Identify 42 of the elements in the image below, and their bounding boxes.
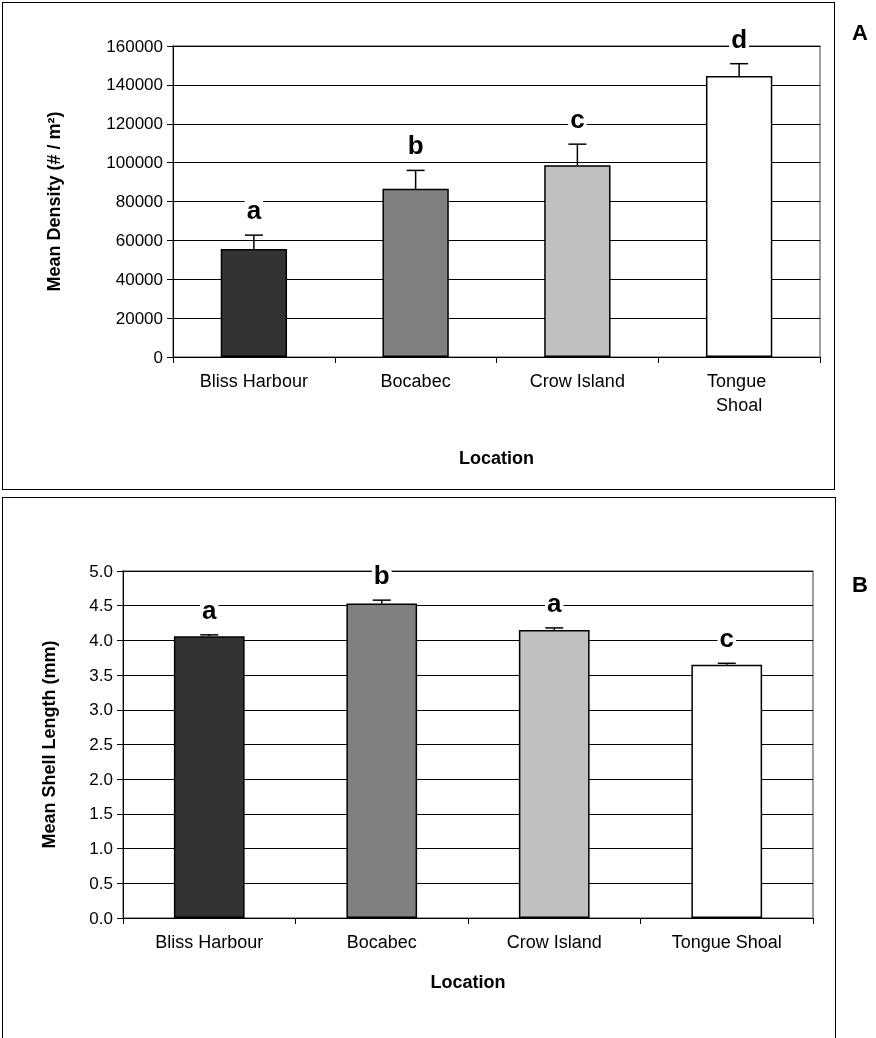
annotation: a xyxy=(547,587,563,618)
y-tick-label: 140000 xyxy=(106,75,163,95)
annotation: b xyxy=(373,560,390,591)
y-tick-label: 0.5 xyxy=(89,873,113,893)
annotation: b xyxy=(407,130,424,161)
annotation: c xyxy=(570,104,585,135)
y-tick-label: 3.0 xyxy=(89,700,113,720)
y-tick-label: 20000 xyxy=(115,308,163,328)
y-tick-label: 160000 xyxy=(106,36,163,56)
x-tick-label: Bocabec xyxy=(346,932,417,952)
y-tick-label: 2.5 xyxy=(89,735,113,754)
annotation: c xyxy=(719,623,734,654)
y-tick-label: 3.5 xyxy=(89,665,113,685)
x-tick-label: Bocabec xyxy=(380,371,451,391)
x-tick-label: Crow Island xyxy=(529,371,625,391)
y-tick-label: 4.5 xyxy=(89,596,113,616)
x-tick-label: Bliss Harbour xyxy=(155,932,264,952)
x-tick-label: Tongue Shoal xyxy=(707,371,772,415)
y-tick-label: 120000 xyxy=(106,114,163,134)
y-tick-label: 100000 xyxy=(106,153,163,173)
annotation: a xyxy=(202,594,218,625)
y-tick-label: 5.0 xyxy=(89,561,113,581)
y-tick-label: 80000 xyxy=(115,192,163,211)
y-tick-label: 0 xyxy=(153,347,163,367)
y-tick-label: 1.0 xyxy=(89,839,113,859)
y-tick-label: 4.0 xyxy=(89,630,113,650)
y-tick-label: 0.0 xyxy=(89,908,113,928)
x-axis-title: Location xyxy=(430,972,506,992)
y-axis-title: Mean Shell Length (mm) xyxy=(39,640,59,849)
y-tick-label: 1.5 xyxy=(89,804,113,824)
y-tick-label: 60000 xyxy=(115,230,163,250)
text: A xyxy=(852,20,868,46)
annotation: a xyxy=(246,195,262,226)
y-axis-title: Mean Density (# / m²) xyxy=(44,111,64,292)
y-tick-label: 40000 xyxy=(115,269,163,289)
y-tick-label: 2.0 xyxy=(89,769,113,789)
x-tick-label: Crow Island xyxy=(506,932,602,952)
x-tick-label: Tongue Shoal xyxy=(671,932,782,952)
x-tick-label: Bliss Harbour xyxy=(199,371,308,391)
annotation: d xyxy=(731,23,748,54)
text: B xyxy=(852,572,868,598)
x-axis-title: Location xyxy=(459,448,534,468)
